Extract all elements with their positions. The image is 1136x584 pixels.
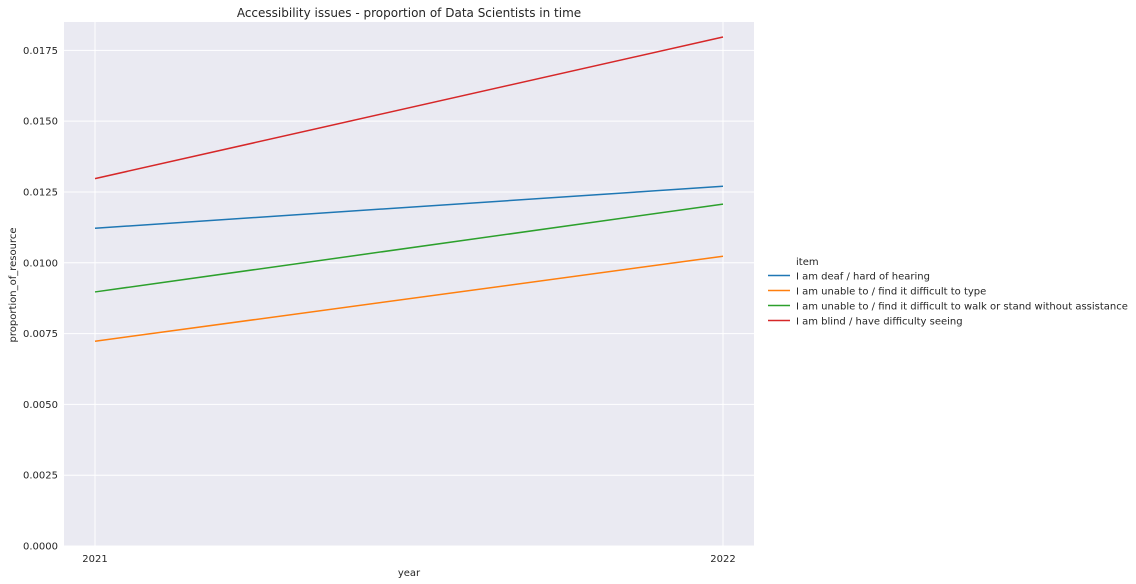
x-tick-label: 2022 <box>710 554 735 565</box>
legend-title: item <box>796 257 819 268</box>
series-line <box>94 255 724 342</box>
y-axis-label: proportion_of_resource <box>8 228 19 343</box>
x-tick-label: 2021 <box>82 554 107 565</box>
series-line <box>94 203 724 293</box>
y-tick-label: 0.0025 <box>23 471 58 482</box>
y-tick-label: 0.0125 <box>23 187 58 198</box>
y-tick-label: 0.0150 <box>23 117 58 128</box>
series-line <box>94 185 724 229</box>
series-line <box>94 36 724 180</box>
legend-label: I am unable to / find it difficult to ty… <box>796 287 986 298</box>
chart-title: Accessibility issues - proportion of Dat… <box>237 6 581 20</box>
y-tick-label: 0.0100 <box>23 258 58 269</box>
grid-lines <box>64 22 754 547</box>
y-axis-ticks: 0.0000 0.0025 0.0050 0.0075 0.0100 0.0125 0.01… <box>23 46 58 553</box>
legend-label: I am unable to / find it difficult to wa… <box>796 302 1128 313</box>
y-tick-label: 0.0175 <box>23 46 58 57</box>
x-axis-label: year <box>398 568 421 579</box>
legend: item I am deaf / hard of hearing I am una… <box>768 257 1128 328</box>
legend-label: I am blind / have difficulty seeing <box>796 317 963 328</box>
legend-label: I am deaf / hard of hearing <box>796 272 930 283</box>
series-lines <box>94 36 724 342</box>
y-tick-label: 0.0075 <box>23 329 58 340</box>
x-axis-ticks: 2021 2022 <box>82 554 735 565</box>
y-tick-label: 0.0000 <box>23 542 58 553</box>
y-tick-label: 0.0050 <box>23 400 58 411</box>
plot-area <box>64 22 754 546</box>
